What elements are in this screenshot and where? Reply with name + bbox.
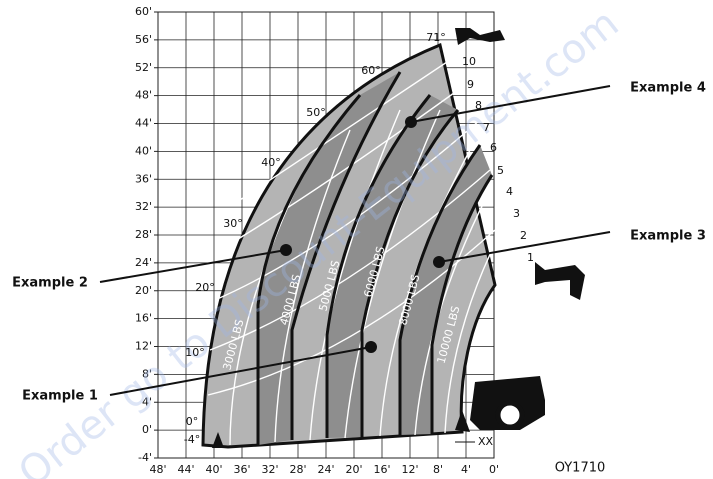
- y-label: 32': [135, 200, 152, 213]
- extension-label: 2: [520, 229, 527, 242]
- example-leader: [109, 346, 372, 396]
- angle-label: 50°: [306, 106, 326, 119]
- x-label: 0': [489, 463, 499, 476]
- extension-label: 8: [475, 99, 482, 112]
- extension-label: 5: [497, 164, 504, 177]
- y-label: 60': [135, 5, 152, 18]
- example-point: [365, 341, 377, 353]
- y-label: 20': [135, 284, 152, 297]
- extension-label: 1: [527, 251, 534, 264]
- angle-label: 20°: [195, 281, 215, 294]
- y-label: 28': [135, 228, 152, 241]
- y-label: 48': [135, 89, 152, 102]
- angle-label: 0°: [186, 415, 199, 428]
- example-point: [280, 244, 292, 256]
- extension-label: 3: [513, 207, 520, 220]
- y-label: 8': [142, 367, 152, 380]
- dark-zone: [258, 72, 400, 445]
- white-lines: [207, 59, 496, 446]
- x-label: 12': [401, 463, 418, 476]
- y-label: 56': [135, 33, 152, 46]
- x-label: 24': [317, 463, 334, 476]
- x-label: 4': [461, 463, 471, 476]
- example-label: Example 3: [630, 229, 706, 244]
- y-label: 24': [135, 256, 152, 269]
- frame-label: XX: [478, 435, 494, 448]
- example-point: [433, 256, 445, 268]
- dark-zone: [327, 95, 458, 438]
- extension-label: 7: [483, 121, 490, 134]
- angle-label: 30°: [223, 217, 243, 230]
- machine: [212, 28, 585, 448]
- y-label: 0': [142, 423, 152, 436]
- extension-label: 10: [462, 55, 476, 68]
- angle-label: -4°: [184, 433, 200, 446]
- extension-label: 6: [490, 141, 497, 154]
- y-label: 12': [135, 340, 152, 353]
- x-label: 16': [373, 463, 390, 476]
- example-label: Example 2: [12, 276, 88, 291]
- y-label: 16': [135, 312, 152, 325]
- y-label: -4': [138, 451, 152, 464]
- example-leader: [410, 85, 611, 123]
- angle-label: 60°: [361, 64, 381, 77]
- y-label: 40': [135, 144, 152, 157]
- x-label: 44': [177, 463, 194, 476]
- x-label: 28': [289, 463, 306, 476]
- code: OY1710: [555, 461, 606, 476]
- x-label: 8': [433, 463, 443, 476]
- x-label: 20': [345, 463, 362, 476]
- angle-label: 10°: [185, 346, 205, 359]
- x-label: 48': [149, 463, 166, 476]
- example-leader: [99, 249, 287, 283]
- y-label: 52': [135, 61, 152, 74]
- y-label: 4': [142, 395, 152, 408]
- angle-label: 40°: [261, 156, 281, 169]
- example-label: Example 4: [630, 81, 706, 96]
- angle-label: 71°: [426, 31, 446, 44]
- extension-label: 9: [467, 78, 474, 91]
- x-label: 36': [233, 463, 250, 476]
- y-label: 36': [135, 172, 152, 185]
- example-label: Example 1: [22, 389, 98, 404]
- example-point: [405, 116, 417, 128]
- x-label: 32': [261, 463, 278, 476]
- x-label: 40': [205, 463, 222, 476]
- extension-label: 4: [506, 185, 513, 198]
- y-label: 44': [135, 117, 152, 130]
- example-leader: [438, 231, 611, 263]
